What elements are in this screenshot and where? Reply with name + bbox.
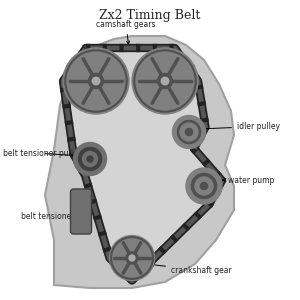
Text: belt tensioner: belt tensioner <box>21 212 80 221</box>
Circle shape <box>161 77 169 85</box>
Circle shape <box>78 147 101 170</box>
Circle shape <box>69 54 123 108</box>
Circle shape <box>82 152 98 166</box>
Circle shape <box>113 239 150 277</box>
Circle shape <box>185 128 193 136</box>
Circle shape <box>87 156 93 162</box>
Circle shape <box>172 116 206 148</box>
Circle shape <box>132 48 198 114</box>
Circle shape <box>74 142 106 176</box>
Circle shape <box>180 123 198 141</box>
Text: Zx2 Timing Belt: Zx2 Timing Belt <box>99 9 201 22</box>
Polygon shape <box>63 48 222 280</box>
Text: water pump: water pump <box>222 176 274 185</box>
Circle shape <box>195 177 213 195</box>
Circle shape <box>178 120 201 143</box>
Text: belt tensioner pulley: belt tensioner pulley <box>3 149 82 158</box>
Circle shape <box>88 74 104 88</box>
Circle shape <box>186 168 222 204</box>
Circle shape <box>110 236 154 280</box>
Circle shape <box>158 74 172 88</box>
Circle shape <box>63 48 129 114</box>
Circle shape <box>138 54 192 108</box>
FancyBboxPatch shape <box>70 189 92 234</box>
Circle shape <box>126 252 138 264</box>
Polygon shape <box>45 36 234 288</box>
Text: crankshaft gear: crankshaft gear <box>151 263 232 275</box>
Text: camshaft gears: camshaft gears <box>96 20 156 44</box>
Circle shape <box>129 255 135 261</box>
Circle shape <box>191 173 217 199</box>
Circle shape <box>200 182 208 190</box>
Circle shape <box>92 77 100 85</box>
Text: idler pulley: idler pulley <box>202 122 280 131</box>
